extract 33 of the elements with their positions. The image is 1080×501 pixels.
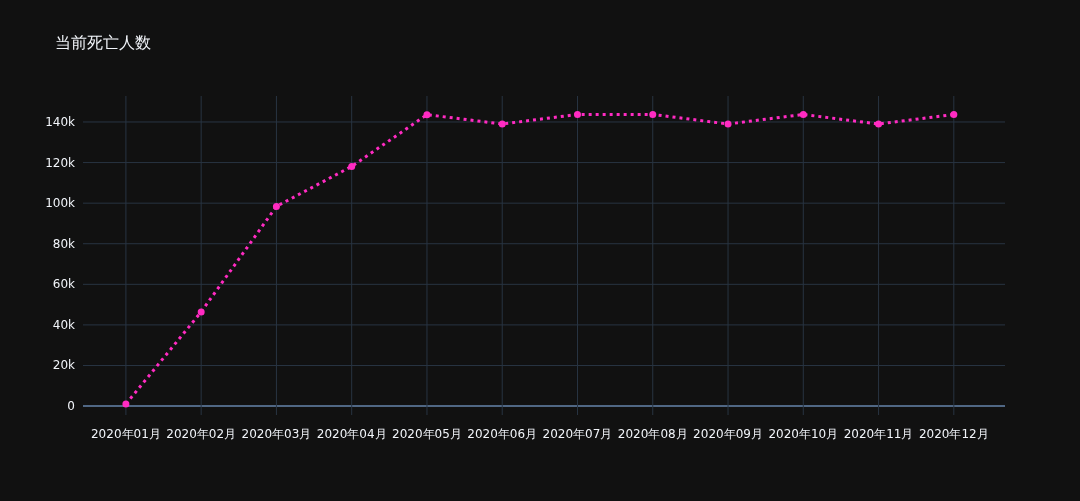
point bbox=[799, 110, 807, 118]
x-tick-label: 2020年06月 bbox=[467, 427, 538, 441]
x-tick-label: 2020年01月 bbox=[90, 427, 161, 441]
x-tick-label: 2020年04月 bbox=[316, 427, 387, 441]
y-tick-label: 80k bbox=[52, 236, 76, 251]
point bbox=[348, 162, 356, 170]
y-tick-label: 0 bbox=[67, 399, 75, 414]
y-tick-label: 40k bbox=[52, 317, 76, 332]
x-tick-label: 2020年05月 bbox=[392, 427, 462, 441]
point bbox=[197, 308, 205, 316]
x-tick-label: 2020年10月 bbox=[768, 427, 839, 441]
x-tick-label: 2020年03月 bbox=[241, 427, 312, 441]
point bbox=[423, 111, 431, 119]
y-tick-label: 60k bbox=[52, 277, 76, 292]
point bbox=[498, 120, 506, 128]
x-tick-label: 2020年12月 bbox=[918, 427, 989, 441]
point bbox=[875, 120, 883, 128]
chart-title: 当前死亡人数 bbox=[55, 33, 151, 52]
point bbox=[724, 120, 732, 128]
point bbox=[573, 110, 581, 118]
x-tick-label: 2020年07月 bbox=[542, 427, 613, 441]
x-tick-label: 2020年08月 bbox=[617, 427, 688, 441]
x-tick-label: 2020年09月 bbox=[693, 427, 763, 441]
point bbox=[272, 202, 280, 210]
y-tick-label: 120k bbox=[45, 155, 76, 170]
x-tick-label: 2020年11月 bbox=[843, 427, 914, 441]
point bbox=[950, 110, 958, 118]
point bbox=[122, 400, 130, 408]
x-tick-label: 2020年02月 bbox=[166, 427, 237, 441]
point bbox=[649, 110, 657, 118]
y-tick-label: 100k bbox=[45, 196, 76, 211]
y-tick-label: 20k bbox=[52, 358, 76, 373]
y-tick-label: 140k bbox=[45, 114, 76, 129]
